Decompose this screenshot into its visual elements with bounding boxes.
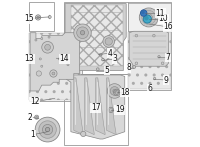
Text: 14: 14 — [60, 54, 69, 64]
Circle shape — [110, 87, 119, 95]
Circle shape — [35, 117, 60, 142]
Circle shape — [110, 109, 112, 111]
Text: 18: 18 — [120, 88, 130, 97]
Bar — [29, 33, 82, 101]
Circle shape — [42, 41, 53, 53]
Circle shape — [39, 58, 41, 60]
Bar — [71, 5, 123, 66]
Bar — [128, 32, 171, 89]
Text: 5: 5 — [105, 66, 110, 75]
Circle shape — [143, 15, 151, 23]
Circle shape — [45, 127, 50, 132]
Circle shape — [80, 31, 85, 35]
Circle shape — [139, 8, 158, 27]
Text: 10: 10 — [159, 14, 168, 23]
Bar — [64, 2, 128, 74]
Circle shape — [141, 11, 145, 14]
Circle shape — [67, 64, 69, 66]
Circle shape — [105, 38, 112, 45]
Circle shape — [50, 70, 57, 77]
Polygon shape — [65, 4, 126, 71]
Text: 9: 9 — [164, 76, 169, 85]
Text: 12: 12 — [30, 97, 39, 106]
Circle shape — [158, 56, 160, 58]
Circle shape — [135, 34, 138, 37]
Text: 15: 15 — [25, 14, 34, 23]
Circle shape — [41, 37, 43, 40]
Bar — [29, 34, 81, 100]
Circle shape — [102, 58, 104, 61]
Circle shape — [161, 62, 164, 65]
Circle shape — [35, 39, 37, 41]
Circle shape — [36, 71, 41, 76]
Circle shape — [45, 44, 50, 50]
Circle shape — [103, 36, 115, 47]
Circle shape — [77, 27, 88, 39]
Text: 7: 7 — [165, 53, 170, 62]
Text: 17: 17 — [91, 103, 100, 112]
Circle shape — [58, 58, 60, 60]
Bar — [29, 2, 54, 31]
Circle shape — [144, 16, 149, 20]
Circle shape — [147, 16, 150, 19]
Circle shape — [48, 16, 51, 19]
Circle shape — [97, 68, 99, 70]
Circle shape — [140, 10, 147, 16]
Text: 11: 11 — [156, 9, 165, 18]
Circle shape — [35, 115, 39, 119]
Bar — [128, 2, 171, 31]
Circle shape — [81, 131, 86, 137]
Circle shape — [74, 24, 91, 41]
Circle shape — [153, 77, 156, 80]
Circle shape — [113, 89, 116, 93]
Polygon shape — [85, 78, 94, 135]
Text: 8: 8 — [126, 63, 131, 72]
Bar — [128, 3, 171, 31]
Polygon shape — [67, 75, 125, 139]
Circle shape — [39, 121, 56, 138]
Text: 1: 1 — [31, 130, 35, 139]
Circle shape — [133, 66, 136, 68]
Circle shape — [35, 15, 41, 20]
Circle shape — [52, 72, 55, 75]
Text: 2: 2 — [28, 113, 32, 122]
Polygon shape — [129, 31, 168, 66]
Bar — [128, 31, 171, 90]
Text: 16: 16 — [163, 22, 173, 31]
Text: 3: 3 — [112, 54, 117, 64]
Circle shape — [48, 36, 50, 38]
Circle shape — [153, 34, 155, 37]
Circle shape — [36, 116, 38, 118]
Text: 13: 13 — [25, 54, 34, 64]
Circle shape — [107, 84, 122, 98]
Bar — [64, 74, 128, 145]
Text: 19: 19 — [115, 105, 124, 114]
Polygon shape — [74, 78, 83, 135]
Polygon shape — [96, 78, 105, 135]
Text: 6: 6 — [147, 84, 152, 93]
Circle shape — [145, 14, 152, 21]
Circle shape — [142, 10, 156, 24]
Text: 4: 4 — [108, 49, 113, 58]
Polygon shape — [30, 33, 80, 91]
Circle shape — [99, 53, 102, 56]
Circle shape — [37, 16, 39, 19]
Polygon shape — [107, 78, 116, 135]
Circle shape — [42, 125, 53, 135]
Circle shape — [135, 62, 138, 65]
Circle shape — [41, 65, 43, 67]
